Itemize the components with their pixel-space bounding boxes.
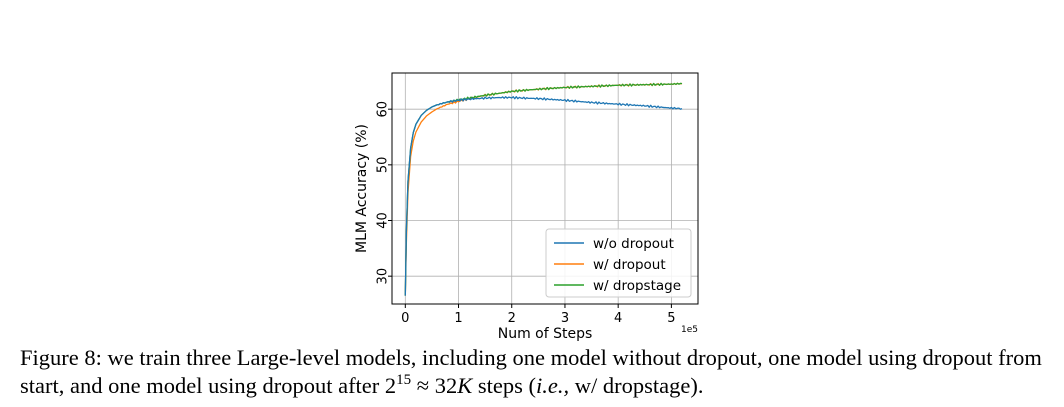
x-tick-label: 5 <box>667 311 675 326</box>
y-tick-label: 50 <box>376 157 391 174</box>
x-tick-label: 2 <box>508 311 516 326</box>
x-tick-label: 4 <box>614 311 622 326</box>
legend-label: w/ dropstage <box>593 278 681 294</box>
legend: w/o dropout w/ dropout w/ dropstage <box>545 228 692 298</box>
x-tick-label: 3 <box>561 311 569 326</box>
x-tick-label: 1 <box>454 311 462 326</box>
legend-label: w/ dropout <box>593 257 666 273</box>
y-tick-label: 60 <box>376 101 391 118</box>
legend-label: w/o dropout <box>593 236 674 252</box>
chart: 0 1 2 3 4 5 30 40 50 60 Num of Steps MLM Accuracy… <box>354 72 699 342</box>
legend-box <box>545 228 692 298</box>
caption-suffix: w/ dropstage). <box>569 373 704 398</box>
plot-lines <box>404 82 683 296</box>
series-line-0 <box>404 96 683 296</box>
caption-math-base: 2 <box>384 373 397 398</box>
caption-math-unit: K <box>457 373 473 398</box>
caption-prefix: Figure 8: we train three Large-level mod… <box>20 345 1042 398</box>
plot-frame <box>391 72 699 305</box>
figure-caption: Figure 8: we train three Large-level mod… <box>20 344 1060 400</box>
x-axis-offset-label: 1e5 <box>681 325 698 335</box>
caption-middle: steps ( <box>472 373 537 398</box>
y-tick-label: 30 <box>376 268 391 285</box>
caption-math-approx: ≈ <box>416 373 430 398</box>
grid <box>392 73 698 304</box>
x-axis-label: Num of Steps <box>498 326 593 342</box>
y-tick-label: 40 <box>376 212 391 229</box>
y-axis-label: MLM Accuracy (%) <box>354 124 370 253</box>
caption-math-value: 32 <box>434 373 458 398</box>
caption-math-exponent: 15 <box>396 372 412 388</box>
axis-ticks: 0 1 2 3 4 5 30 40 50 60 <box>376 101 676 326</box>
x-tick-label: 0 <box>401 311 409 326</box>
caption-ie: i.e., <box>536 373 570 398</box>
